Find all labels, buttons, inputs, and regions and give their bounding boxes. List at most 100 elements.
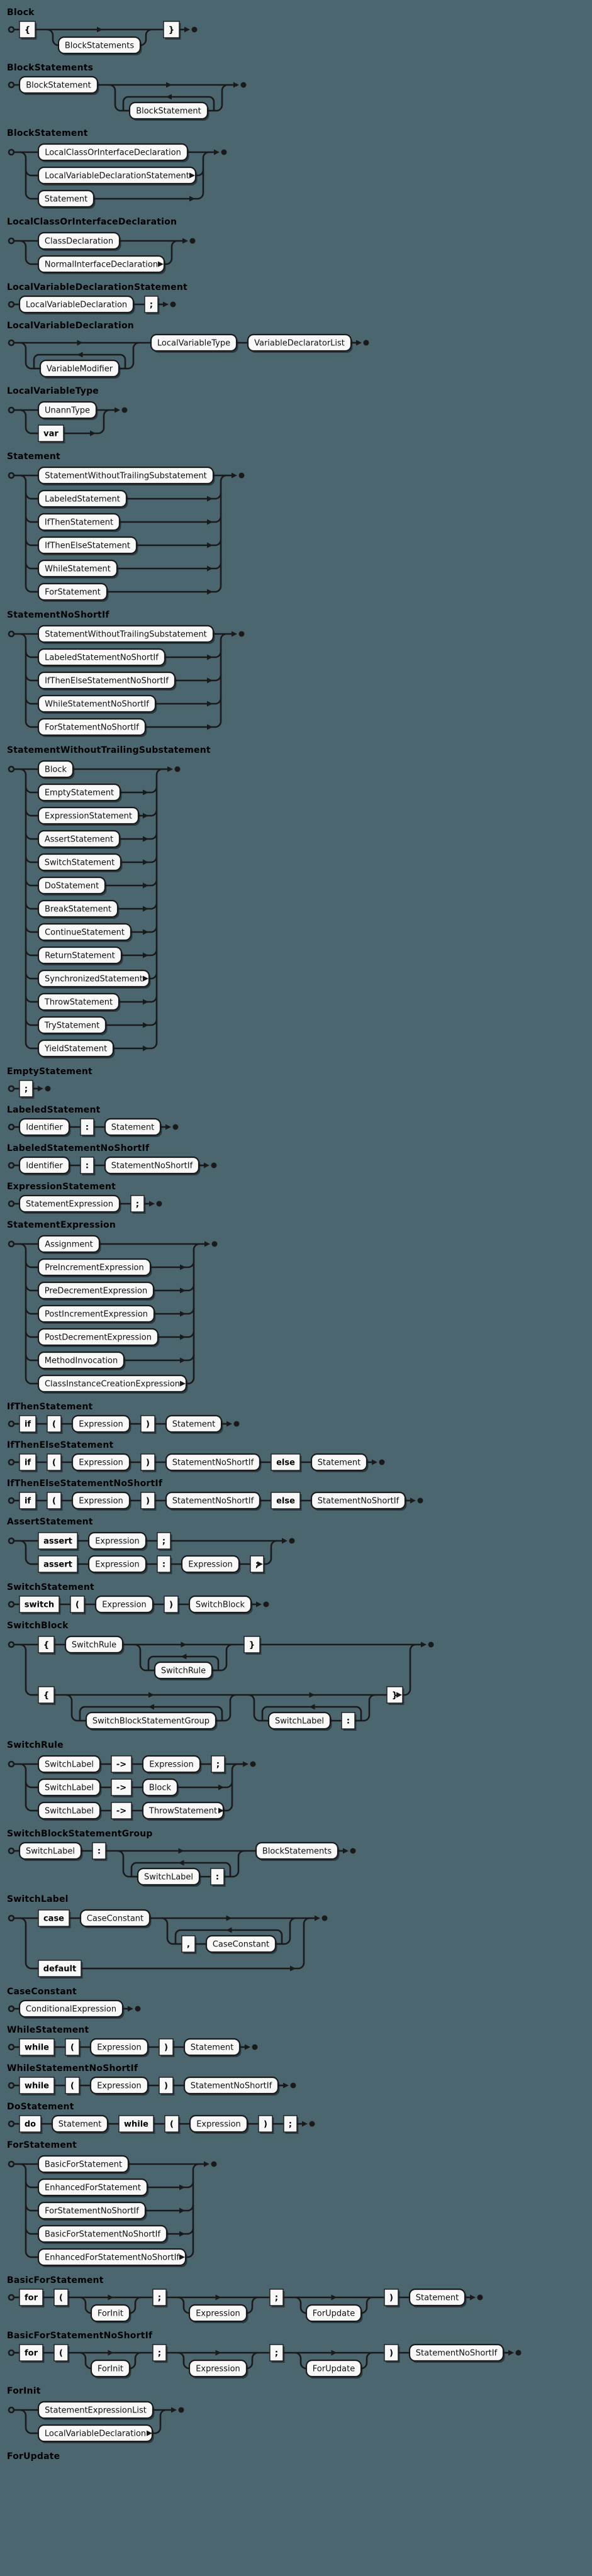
nonterminal-box[interactable]: ForInit [90,2304,131,2323]
nonterminal-box[interactable]: DoStatement [37,876,107,896]
nonterminal-box[interactable]: PreDecrementExpression [37,1281,155,1301]
nonterminal-box[interactable]: Expression [87,1531,148,1551]
nonterminal-box[interactable]: NormalInterfaceDeclaration [37,255,166,274]
nonterminal-box[interactable]: AssertStatement [37,830,121,849]
nonterminal-box[interactable]: EnhancedForStatement [37,2178,149,2197]
nonterminal-box[interactable]: VariableDeclaratorList [247,333,353,353]
arrow-right-icon [163,301,169,308]
nonterminal-box[interactable]: ClassInstanceCreationExpression [37,1374,188,1394]
nonterminal-box[interactable]: LocalClassOrInterfaceDeclaration [37,143,189,162]
nonterminal-box[interactable]: Statement [37,189,96,209]
nonterminal-box[interactable]: ThrowStatement [37,992,121,1012]
nonterminal-box[interactable]: SwitchBlock [188,1595,253,1614]
nonterminal-box[interactable]: WhileStatement [37,559,119,579]
nonterminal-box[interactable]: Expression [71,1414,131,1434]
nonterminal-box[interactable]: SwitchStatement [37,853,123,872]
nonterminal-box[interactable]: ForStatementNoShortIf [37,2201,147,2221]
nonterminal-box[interactable]: Expression [188,2304,249,2323]
nonterminal-box[interactable]: IfThenStatement [37,513,121,532]
nonterminal-box[interactable]: Statement [183,2038,242,2057]
nonterminal-box[interactable]: PreIncrementExpression [37,1258,152,1277]
nonterminal-box[interactable]: StatementExpressionList [37,2401,155,2420]
nonterminal-box[interactable]: LabeledStatementNoShortIf [37,648,167,667]
nonterminal-box[interactable]: CaseConstant [205,1935,277,1954]
nonterminal-box[interactable]: StatementWithoutTrailingSubstatement [37,625,215,644]
nonterminal-box[interactable]: SwitchLabel [37,1778,102,1797]
nonterminal-box[interactable]: SwitchLabel [267,1711,332,1731]
nonterminal-box[interactable]: IfThenElseStatement [37,536,138,555]
nonterminal-box[interactable]: Expression [181,1555,241,1574]
nonterminal-box[interactable]: UnannType [37,401,98,420]
nonterminal-box[interactable]: ForStatement [37,582,109,602]
nonterminal-box[interactable]: Expression [89,2038,150,2057]
nonterminal-box[interactable]: IfThenElseStatementNoShortIf [37,671,177,691]
nonterminal-box[interactable]: BlockStatement [128,101,209,121]
nonterminal-box[interactable]: BlockStatements [57,36,142,55]
nonterminal-box[interactable]: ContinueStatement [37,923,133,942]
nonterminal-box[interactable]: StatementNoShortIf [408,2343,505,2363]
nonterminal-box[interactable]: SwitchBlockStatementGroup [85,1711,218,1731]
nonterminal-box[interactable]: SwitchLabel [37,1755,102,1774]
nonterminal-box[interactable]: Statement [165,1414,223,1434]
nonterminal-box[interactable]: VariableModifier [39,359,121,379]
nonterminal-box[interactable]: Expression [87,1555,148,1574]
nonterminal-box[interactable]: ForUpdate [305,2359,363,2379]
nonterminal-box[interactable]: PostIncrementExpression [37,1304,156,1324]
nonterminal-box[interactable]: BreakStatement [37,899,120,919]
nonterminal-box[interactable]: BasicForStatement [37,2155,130,2174]
nonterminal-box[interactable]: EnhancedForStatementNoShortIf [37,2248,187,2267]
nonterminal-box[interactable]: Assignment [37,1235,101,1254]
nonterminal-box[interactable]: LocalVariableDeclaration [37,2424,154,2443]
nonterminal-box[interactable]: SwitchRule [64,1635,125,1655]
nonterminal-box[interactable]: Expression [188,2359,249,2379]
nonterminal-box[interactable]: ForInit [90,2359,131,2379]
nonterminal-box[interactable]: Expression [71,1453,131,1472]
nonterminal-box[interactable]: Statement [408,2288,467,2307]
nonterminal-box[interactable]: WhileStatementNoShortIf [37,694,157,714]
nonterminal-box[interactable]: Identifier [18,1156,71,1175]
nonterminal-box[interactable]: BlockStatement [18,75,99,95]
nonterminal-box[interactable]: ExpressionStatement [37,806,140,826]
nonterminal-box[interactable]: StatementWithoutTrailingSubstatement [37,466,215,486]
nonterminal-box[interactable]: SynchronizedStatement [37,969,151,989]
nonterminal-box[interactable]: Statement [51,2114,109,2134]
nonterminal-box[interactable]: StatementNoShortIf [310,1491,407,1511]
nonterminal-box[interactable]: SwitchLabel [37,1801,102,1821]
nonterminal-box[interactable]: StatementExpression [18,1194,121,1214]
nonterminal-box[interactable]: StatementNoShortIf [183,2076,280,2096]
nonterminal-box[interactable]: ForStatementNoShortIf [37,718,147,737]
nonterminal-box[interactable]: ReturnStatement [37,946,123,965]
nonterminal-box[interactable]: ForUpdate [305,2304,363,2323]
nonterminal-box[interactable]: Expression [142,1755,202,1774]
nonterminal-box[interactable]: ThrowStatement [142,1801,225,1821]
nonterminal-box[interactable]: ClassDeclaration [37,231,121,251]
nonterminal-box[interactable]: SwitchRule [154,1661,214,1680]
nonterminal-box[interactable]: StatementNoShortIf [165,1491,262,1511]
nonterminal-box[interactable]: StatementNoShortIf [104,1156,201,1175]
nonterminal-box[interactable]: Expression [71,1491,131,1511]
nonterminal-box[interactable]: YieldStatement [37,1039,115,1058]
nonterminal-box[interactable]: SwitchLabel [137,1867,201,1887]
nonterminal-box[interactable]: BlockStatements [255,1841,340,1861]
nonterminal-box[interactable]: BasicForStatementNoShortIf [37,2224,169,2244]
nonterminal-box[interactable]: MethodInvocation [37,1351,126,1370]
nonterminal-box[interactable]: Block [142,1778,179,1797]
nonterminal-box[interactable]: EmptyStatement [37,783,122,802]
nonterminal-box[interactable]: Identifier [18,1118,71,1137]
nonterminal-box[interactable]: LabeledStatement [37,489,128,509]
nonterminal-box[interactable]: LocalVariableDeclarationStatement [37,166,198,186]
nonterminal-box[interactable]: StatementNoShortIf [165,1453,262,1472]
nonterminal-box[interactable]: Block [37,760,75,779]
nonterminal-box[interactable]: ConditionalExpression [18,1999,125,2019]
nonterminal-box[interactable]: LocalVariableType [150,333,238,353]
nonterminal-box[interactable]: Statement [104,1118,162,1137]
nonterminal-box[interactable]: CaseConstant [79,1909,152,1928]
nonterminal-box[interactable]: TryStatement [37,1016,108,1035]
nonterminal-box[interactable]: PostDecrementExpression [37,1328,160,1347]
nonterminal-box[interactable]: Expression [94,1595,155,1614]
nonterminal-box[interactable]: Expression [189,2114,249,2134]
nonterminal-box[interactable]: SwitchLabel [18,1841,83,1861]
nonterminal-box[interactable]: LocalVariableDeclaration [18,295,135,314]
nonterminal-box[interactable]: Statement [310,1453,369,1472]
nonterminal-box[interactable]: Expression [89,2076,150,2096]
